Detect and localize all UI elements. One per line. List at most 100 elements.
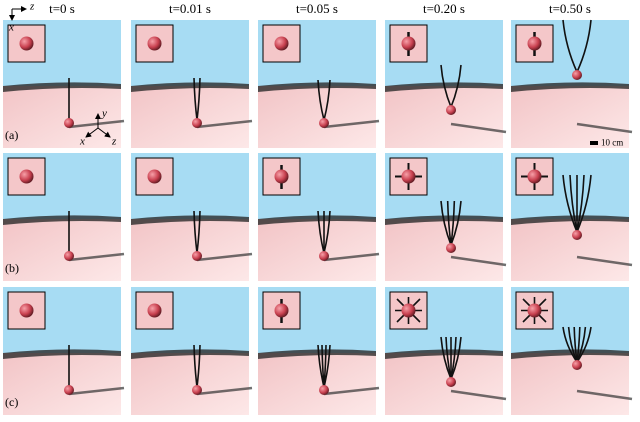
sphere	[446, 105, 456, 115]
shadow	[196, 252, 253, 262]
sphere	[192, 251, 202, 261]
sphere	[446, 243, 456, 253]
axis-label: x	[79, 136, 85, 148]
panel	[511, 153, 633, 281]
horizon	[258, 215, 376, 225]
shadow	[450, 255, 507, 267]
shadow	[68, 386, 125, 396]
sphere	[64, 385, 74, 395]
panel	[258, 153, 380, 281]
panel	[258, 287, 380, 415]
strand	[446, 200, 452, 246]
strand	[576, 174, 585, 233]
scale-bar-label: 10 cm	[601, 138, 623, 148]
panel	[385, 20, 507, 148]
strand	[450, 200, 462, 246]
shadow	[576, 122, 633, 134]
strand	[323, 79, 331, 121]
panel	[131, 20, 253, 148]
sphere	[572, 360, 582, 370]
panel	[385, 153, 507, 281]
ground	[385, 86, 503, 148]
sphere	[446, 377, 456, 387]
row-label: (b)	[5, 261, 19, 275]
inset-sphere	[19, 169, 34, 184]
shadow	[450, 122, 507, 134]
axis-label: z	[29, 1, 35, 13]
ground	[385, 219, 503, 281]
ground	[3, 86, 121, 148]
column-header: t=0 s	[49, 1, 75, 16]
sphere	[192, 118, 202, 128]
ground	[511, 353, 629, 415]
inset-sphere	[147, 303, 162, 318]
axis-label: y	[101, 108, 107, 120]
panel	[3, 153, 125, 281]
shadow	[323, 252, 380, 262]
inset-sphere	[401, 169, 416, 184]
strand	[323, 344, 331, 388]
ground	[131, 219, 249, 281]
shadow	[68, 252, 125, 262]
row-label: (a)	[5, 128, 18, 142]
horizon	[511, 349, 629, 359]
ground	[258, 219, 376, 281]
sphere	[319, 118, 329, 128]
column-header: t=0.20 s	[423, 1, 465, 16]
strand	[196, 210, 201, 254]
shadow	[323, 386, 380, 396]
strand	[576, 326, 592, 363]
strand	[440, 64, 452, 108]
panel	[385, 287, 507, 415]
shadow	[450, 389, 507, 401]
ground	[3, 353, 121, 415]
horizon	[131, 82, 249, 92]
shadow	[196, 119, 253, 129]
column-header: t=0.50 s	[549, 1, 591, 16]
inset	[7, 24, 46, 63]
strand	[562, 174, 578, 233]
horizon	[258, 82, 376, 92]
ground	[131, 353, 249, 415]
axis-arrow	[85, 127, 99, 138]
shadow	[323, 119, 380, 129]
inset-sphere	[401, 303, 416, 318]
ground	[511, 219, 629, 281]
ground	[511, 86, 629, 148]
inset-sphere	[401, 36, 416, 51]
panel	[511, 287, 633, 415]
panel	[3, 287, 125, 415]
strand	[450, 200, 456, 246]
panel	[131, 153, 253, 281]
horizon	[511, 82, 629, 92]
sphere	[64, 118, 74, 128]
sphere	[319, 385, 329, 395]
strand	[317, 79, 325, 121]
ground	[258, 86, 376, 148]
horizon	[131, 215, 249, 225]
column-header: t=0.01 s	[169, 1, 211, 16]
sphere	[319, 251, 329, 261]
scale-bar	[590, 141, 598, 145]
panel	[131, 287, 253, 415]
inset-sphere	[274, 169, 289, 184]
inset-sphere	[274, 36, 289, 51]
axis-label: z	[111, 136, 117, 148]
inset-sphere	[527, 169, 542, 184]
strand	[450, 336, 462, 380]
strand	[562, 19, 578, 73]
strand	[196, 344, 201, 388]
horizon	[131, 349, 249, 359]
horizon	[511, 215, 629, 225]
inset-sphere	[527, 303, 542, 318]
inset-sphere	[274, 303, 289, 318]
strand	[576, 174, 592, 233]
shadow	[68, 119, 125, 129]
strand	[196, 77, 201, 121]
strand	[323, 210, 331, 254]
inset-sphere	[19, 303, 34, 318]
column-header: t=0.05 s	[296, 1, 338, 16]
panel	[3, 20, 125, 148]
ground	[131, 86, 249, 148]
